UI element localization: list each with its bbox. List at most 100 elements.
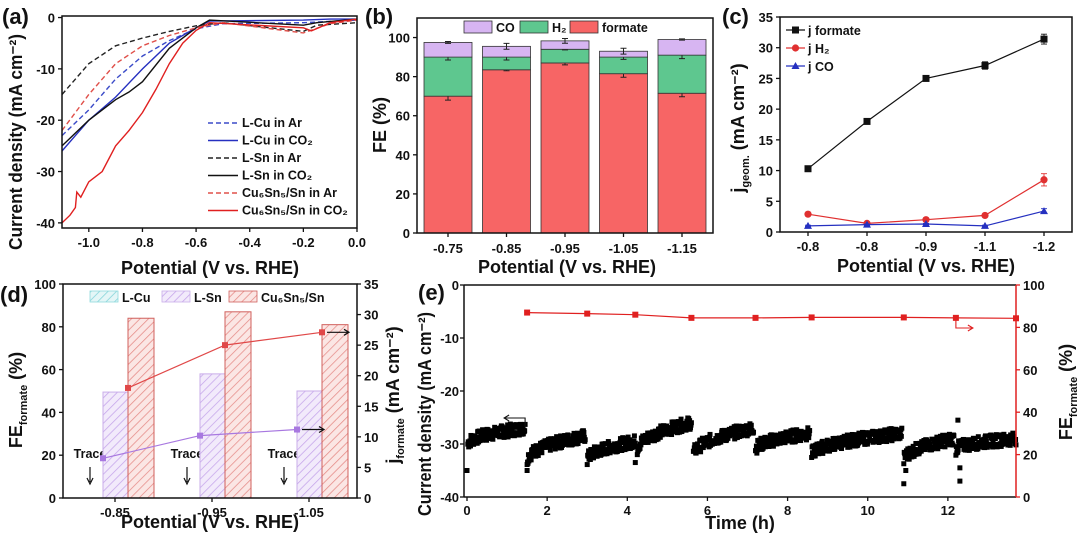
- y-tick-label: 35: [759, 10, 773, 25]
- y-tick-label: -30: [36, 165, 55, 180]
- y-tick-label: 80: [396, 70, 410, 85]
- y-tick-label: 40: [396, 148, 410, 163]
- left-arrow-icon: [503, 414, 526, 427]
- data-point: [547, 447, 553, 453]
- data-point: [657, 434, 663, 440]
- legend-label: Cu₆Sn₅/Sn: [261, 291, 325, 305]
- data-point: [803, 429, 809, 435]
- data-point: [906, 450, 912, 456]
- data-point: [863, 117, 871, 125]
- data-point: [957, 465, 963, 471]
- data-point: [981, 62, 989, 70]
- legend-marker: [791, 62, 800, 69]
- data-point: [870, 428, 876, 434]
- y-axis-label-rest: (mA cm⁻²): [728, 63, 748, 155]
- data-point: [638, 442, 644, 448]
- legend-label: L-Cu in Ar: [242, 116, 302, 130]
- legend-label: L-Sn in CO₂: [242, 169, 312, 183]
- data-point: [807, 428, 813, 434]
- legend-label: CO: [496, 21, 515, 35]
- data-point: [884, 439, 890, 445]
- y-tick-label: 25: [759, 71, 773, 86]
- data-point: [707, 434, 713, 440]
- data-point: [558, 433, 564, 439]
- data-point: [591, 444, 597, 450]
- fe-point: [584, 310, 591, 317]
- data-point: [476, 428, 482, 434]
- data-point: [969, 440, 975, 446]
- y-tick-label: 100: [388, 31, 410, 46]
- x-tick-label: -0.9: [915, 239, 937, 254]
- data-point: [535, 452, 541, 458]
- data-point: [573, 436, 579, 442]
- data-point: [908, 448, 914, 454]
- data-point: [100, 455, 106, 462]
- legend-label: L-Cu in CO₂: [242, 134, 313, 148]
- y-tick-label: 0: [48, 11, 55, 26]
- data-point: [913, 440, 919, 446]
- legend-label: Cu₆Sn₅/Sn in Ar: [242, 186, 337, 200]
- data-point: [748, 422, 754, 428]
- y-axis-label-text: jgeom. (mA cm⁻²): [728, 63, 752, 193]
- data-point: [848, 436, 854, 442]
- data-point: [764, 440, 770, 446]
- data-point: [505, 422, 511, 428]
- y-tick-label: 40: [1023, 405, 1037, 420]
- data-point: [810, 450, 816, 456]
- data-point: [910, 443, 916, 449]
- y-tick-label: -10: [36, 62, 55, 77]
- data-point: [942, 444, 948, 450]
- data-point: [528, 457, 534, 463]
- legend-swatch: [228, 290, 258, 303]
- legend-label: j H₂: [807, 42, 830, 56]
- data-point: [955, 447, 961, 453]
- series-line: [61, 18, 358, 147]
- data-point: [683, 427, 689, 433]
- data-point: [754, 450, 760, 456]
- y-axis-label: Current density (mA cm⁻²): [415, 312, 435, 516]
- x-tick-label: -0.2: [292, 235, 314, 250]
- data-point: [990, 438, 996, 444]
- y2-axis-label-sub: formate: [1068, 377, 1080, 417]
- right-arrow-icon: [302, 426, 326, 434]
- x-axis-label: Potential (V vs. RHE): [121, 512, 299, 532]
- data-point: [1002, 434, 1008, 440]
- legend-swatch: [463, 20, 493, 34]
- data-point: [699, 435, 705, 441]
- data-point: [953, 444, 959, 450]
- data-point: [956, 438, 962, 444]
- data-point: [617, 439, 623, 445]
- data-point: [987, 441, 993, 447]
- data-point: [464, 468, 470, 473]
- legend-swatch: [161, 290, 191, 303]
- data-point: [587, 456, 593, 462]
- data-point: [926, 439, 932, 445]
- data-point: [804, 165, 812, 173]
- data-point: [922, 216, 930, 224]
- data-point: [604, 451, 610, 457]
- y-tick-label: 60: [396, 109, 410, 124]
- data-point: [832, 446, 838, 452]
- data-point: [197, 432, 203, 439]
- data-point: [675, 419, 681, 425]
- legend-label: j formate: [807, 24, 861, 38]
- y-axis-label: jgeom. (mA cm⁻²): [728, 63, 752, 193]
- data-point: [501, 434, 507, 440]
- y-tick-label: 10: [759, 164, 773, 179]
- data-point: [637, 445, 643, 451]
- x-tick-label: 8: [784, 503, 791, 518]
- data-point: [533, 443, 539, 449]
- data-point: [924, 445, 930, 451]
- y2-axis-label-sub: formate: [395, 418, 407, 458]
- right-arrow-icon: [327, 328, 351, 336]
- legend-label: j CO: [807, 60, 834, 74]
- y2-axis-label-rest: (%): [1056, 344, 1076, 377]
- bar-fe-cu6sn5-sn: [224, 311, 252, 499]
- bar-co: [657, 39, 707, 56]
- data-point: [575, 430, 581, 436]
- data-point: [1040, 35, 1048, 43]
- data-point: [972, 436, 978, 442]
- data-point: [497, 432, 503, 438]
- data-point: [125, 384, 131, 391]
